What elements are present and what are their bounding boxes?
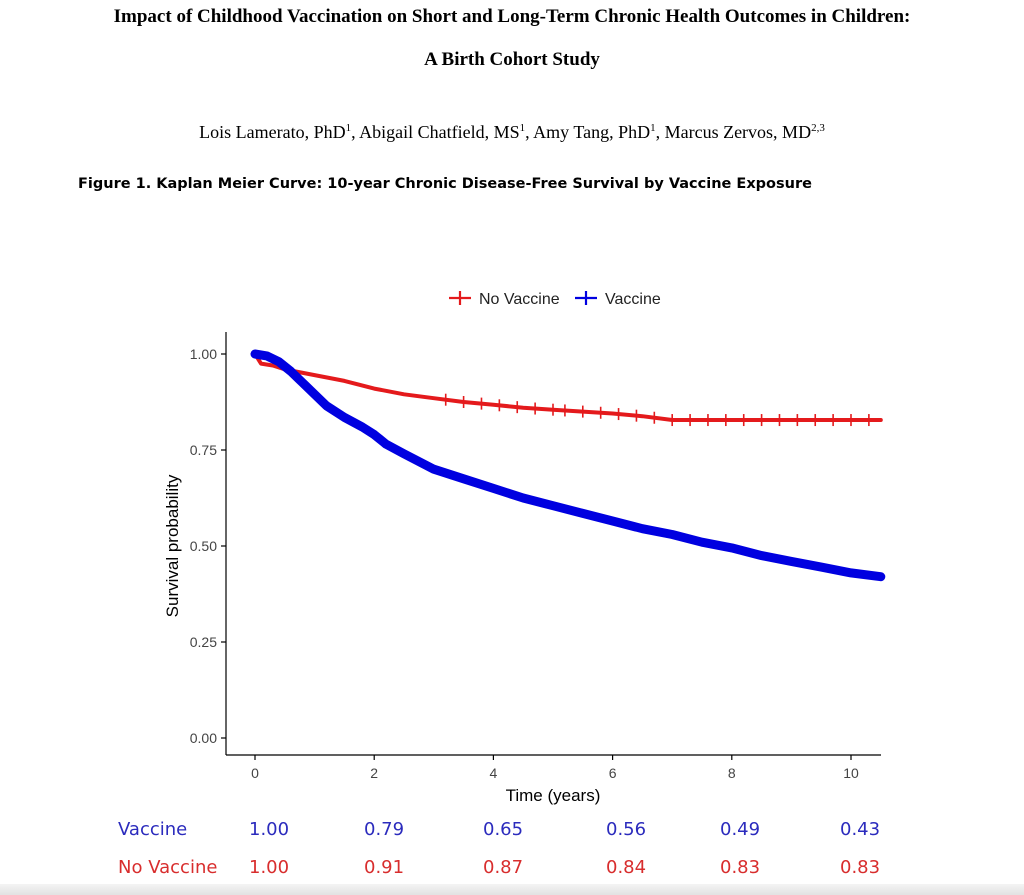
- risk-table-row-no-vaccine: No Vaccine 1.00 0.91 0.87 0.84 0.83 0.83: [0, 857, 1024, 885]
- risk-table-cell: 0.83: [840, 857, 881, 878]
- chart-legend: No Vaccine Vaccine: [449, 291, 661, 308]
- x-tick-label: 8: [728, 765, 736, 781]
- author-affiliation: 1: [345, 122, 352, 134]
- figure-caption: Figure 1. Kaplan Meier Curve: 10-year Ch…: [78, 176, 812, 192]
- author-affiliation: 2,3: [811, 122, 825, 134]
- y-axis-label: Survival probability: [163, 474, 182, 617]
- author-name: Marcus Zervos, MD: [664, 122, 812, 142]
- risk-table-cell: 0.43: [840, 819, 881, 840]
- chart-axes: 0.00 0.25 0.50 0.75 1.00 0 2 4 6 8 10: [190, 332, 881, 781]
- x-tick-label: 6: [609, 765, 617, 781]
- risk-row-label: No Vaccine: [118, 857, 218, 878]
- km-survival-chart: No Vaccine Vaccine 0.00 0.25 0.50 0.75 1.00 0 2…: [163, 291, 886, 805]
- risk-table-cell: 0.84: [606, 857, 647, 878]
- legend-label: No Vaccine: [479, 291, 560, 308]
- y-tick-label: 0.25: [190, 634, 217, 650]
- risk-table-cell: 0.87: [483, 857, 524, 878]
- y-tick-label: 1.00: [190, 346, 217, 362]
- x-tick-label: 4: [490, 765, 498, 781]
- bottom-edge: [0, 884, 1024, 895]
- x-tick-label: 2: [370, 765, 378, 781]
- series-line-vaccine: [250, 349, 886, 582]
- author-name: Amy Tang, PhD: [533, 122, 651, 142]
- author-list: Lois Lamerato, PhD1, Abigail Chatfield, …: [199, 122, 825, 142]
- risk-table-cell: 1.00: [249, 857, 290, 878]
- y-tick-label: 0.00: [190, 730, 217, 746]
- paper-title-line-1: Impact of Childhood Vaccination on Short…: [113, 6, 911, 27]
- series-line-no-vaccine: [253, 352, 883, 422]
- y-tick-label: 0.75: [190, 442, 217, 458]
- author-name: Lois Lamerato, PhD: [199, 122, 346, 142]
- author-name: Abigail Chatfield, MS: [359, 122, 520, 142]
- risk-table-cell: 0.83: [720, 857, 761, 878]
- legend-label: Vaccine: [605, 291, 661, 308]
- risk-table-cell: 0.56: [606, 819, 647, 840]
- author-affiliation: 1: [650, 122, 656, 134]
- x-axis-label: Time (years): [506, 786, 601, 805]
- risk-table-cell: 0.65: [483, 819, 524, 840]
- risk-table-cell: 0.79: [364, 819, 405, 840]
- x-tick-label: 10: [843, 765, 859, 781]
- risk-table-cell: 0.91: [364, 857, 405, 878]
- x-tick-label: 0: [251, 765, 259, 781]
- risk-table-cell: 0.49: [720, 819, 761, 840]
- chart-series: [250, 349, 886, 582]
- risk-row-label: Vaccine: [118, 819, 188, 840]
- risk-table-row-vaccine: Vaccine 1.00 0.79 0.65 0.56 0.49 0.43: [0, 819, 1024, 847]
- risk-table-cell: 1.00: [249, 819, 290, 840]
- author-affiliation: 1: [519, 122, 526, 134]
- paper-title-line-2: A Birth Cohort Study: [424, 49, 600, 70]
- y-tick-label: 0.50: [190, 538, 217, 554]
